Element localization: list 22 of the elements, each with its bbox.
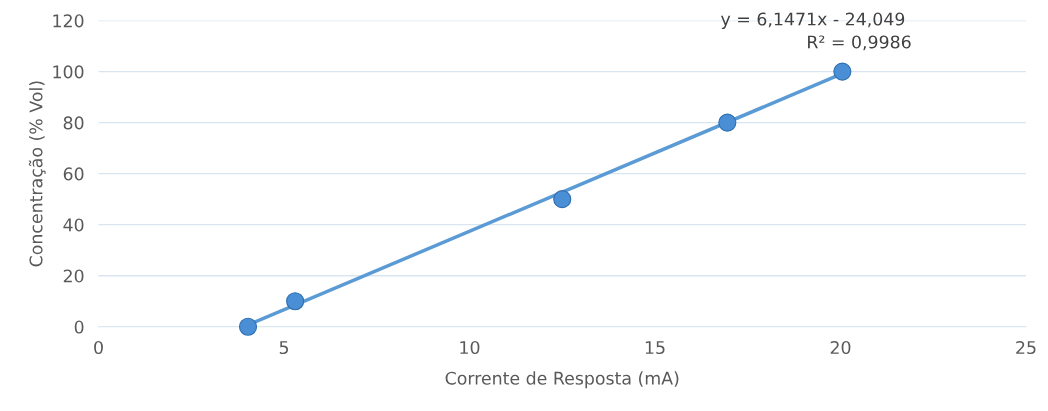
y-tick-label: 120 [53,14,84,28]
point [718,113,737,132]
point [553,190,572,209]
y-tick-label: 0 [74,320,84,334]
annotation: y = 6,1471x - 24,049 [721,12,905,29]
y-tick-label: 100 [53,65,84,79]
y-tick-label: 40 [63,218,84,232]
x-axis-title: Corrente de Resposta (mA) [445,371,679,389]
y-tick-label: 20 [63,269,84,283]
x-tick-label: 10 [460,340,480,355]
point [833,62,852,81]
y-tick-label: 80 [63,116,84,130]
x-tick-label: 20 [830,340,851,355]
x-tick-label: 5 [279,341,289,355]
annotation: R² = 0,9986 [808,35,911,51]
x-tick-label: 0 [94,340,103,355]
y-tick-label: 60 [63,167,84,181]
point [238,317,258,336]
x-tick-label: 15 [645,341,665,355]
point [286,292,305,311]
y-axis-title: Concentração (% Vol) [28,81,46,267]
x-tick-label: 25 [1016,340,1036,355]
